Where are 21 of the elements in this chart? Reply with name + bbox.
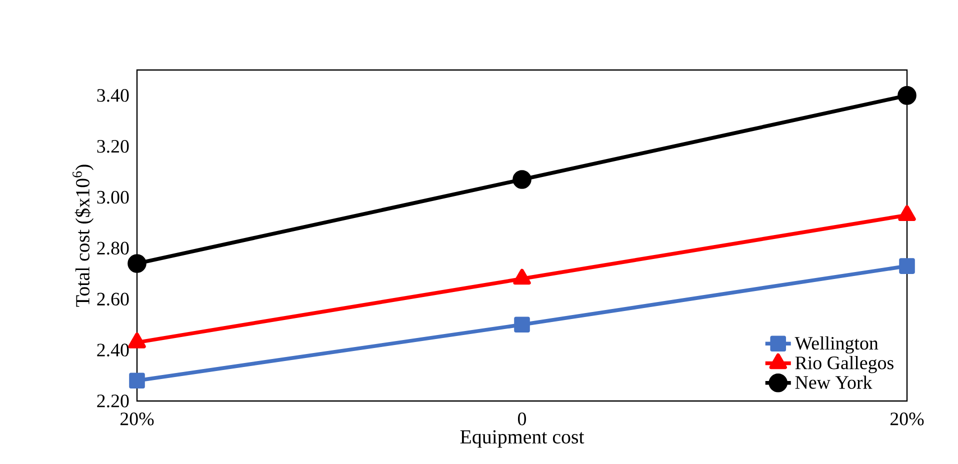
y-tick-label: 2.80 <box>97 242 129 255</box>
legend-label: Rio Gallegos <box>795 356 894 374</box>
y-tick-label: 3.00 <box>97 190 129 204</box>
point <box>514 316 530 333</box>
point <box>512 170 532 189</box>
x-axis-title: Equipment cost <box>460 430 584 448</box>
point <box>898 86 916 105</box>
x-tick-label: 0 <box>518 412 526 426</box>
y-axis-title: Total cost ($x10$^{6}$) <box>72 164 94 307</box>
legend-label: New York <box>795 376 872 389</box>
x-tick-label: 20% <box>890 412 924 426</box>
y-tick-label: 3.40 <box>97 89 129 102</box>
y-tick-label: 2.20 <box>97 394 129 408</box>
y-tick-label: 2.60 <box>97 292 129 306</box>
y-tick-label: 3.20 <box>97 140 129 153</box>
x-tick-label: 20% <box>120 412 154 426</box>
point <box>128 254 146 273</box>
y-tick-label: 2.40 <box>97 344 129 357</box>
legend-label: Wellington <box>794 336 878 354</box>
point <box>899 258 915 274</box>
point <box>129 372 145 389</box>
